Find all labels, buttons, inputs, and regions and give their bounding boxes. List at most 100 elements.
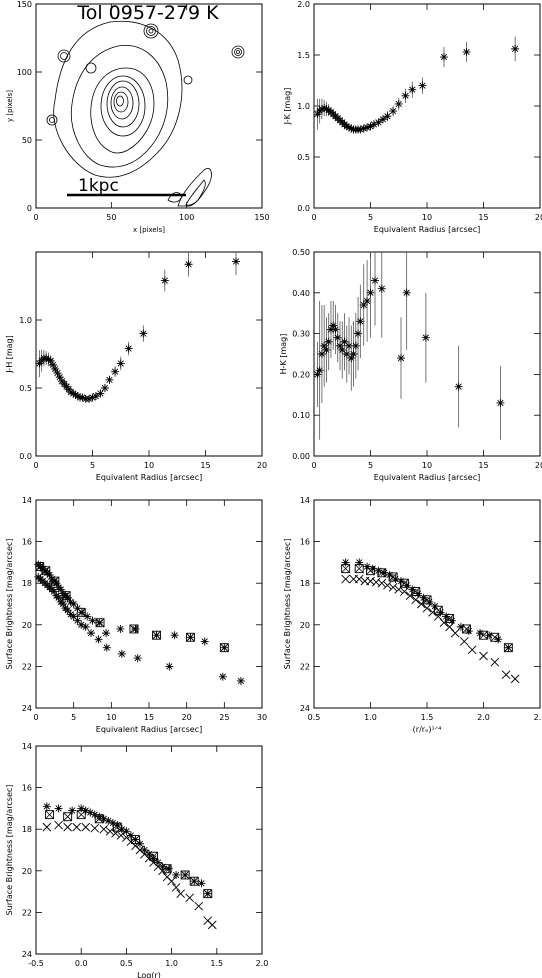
x-axis-label: Equivalent Radius [arcsec] [374, 225, 480, 234]
asterisk-marker [102, 629, 111, 638]
x-marker [116, 831, 126, 840]
asterisk-marker [102, 643, 111, 652]
box-marker-cross [341, 564, 350, 573]
asterisk-marker [345, 123, 354, 132]
asterisk-marker [55, 373, 64, 382]
x-tick-label: 10 [422, 461, 432, 470]
asterisk-marker [419, 593, 428, 602]
y-axis-label: Surface Brightness [mag/arcsec] [283, 539, 292, 670]
asterisk-marker [63, 606, 72, 615]
scale-bar-label: 1kpc [78, 176, 119, 196]
x-marker [439, 618, 449, 628]
box-marker-cross [149, 851, 158, 861]
box-marker-cross [50, 576, 60, 586]
box-marker-cross [434, 605, 443, 615]
asterisk-marker [511, 44, 520, 53]
y-tick-label: 0.00 [292, 452, 310, 461]
contour-level [185, 179, 206, 206]
box-marker [422, 595, 432, 605]
contour-compact-source [231, 45, 245, 59]
y-tick-label: 24 [300, 704, 310, 713]
box-marker-cross [45, 810, 54, 819]
box-marker [354, 564, 364, 574]
asterisk-marker [335, 341, 344, 350]
x-marker [450, 628, 460, 638]
asterisk-marker [331, 325, 340, 334]
y-tick-label: 18 [300, 579, 310, 588]
asterisk-marker [139, 329, 148, 338]
asterisk-marker [78, 393, 87, 402]
asterisk-marker [81, 806, 90, 815]
x-axis-label: Equivalent Radius [arcsec] [96, 473, 202, 482]
asterisk-marker [108, 818, 117, 827]
box-marker-cross [411, 587, 420, 596]
x-tick-label: 2.0 [256, 959, 269, 968]
asterisk-marker [356, 317, 365, 326]
x-tick-label: 10 [106, 713, 116, 722]
y-axis-label: y [pixels] [6, 90, 14, 122]
x-marker [63, 822, 72, 832]
asterisk-marker [456, 622, 465, 631]
asterisk-marker [313, 110, 322, 119]
jh-color-panel: 0 5 10 15 20 0.0 0.5 1.0 Equivalent Radius [arcs… [5, 251, 267, 482]
y-tick-label: 50 [22, 136, 32, 145]
contour-map-panel: Tol 0957-279 K 1kpc [35, 2, 263, 209]
box-marker-cross [131, 835, 140, 844]
asterisk-marker [342, 122, 351, 131]
contour-level [110, 86, 134, 120]
asterisk-marker [86, 629, 95, 638]
y-axis-label: J-K [mag] [283, 88, 292, 126]
box-marker [45, 810, 55, 820]
x-marker [72, 822, 81, 832]
contour-compact-source [234, 48, 242, 56]
box-marker [94, 814, 104, 824]
x-marker [428, 608, 437, 617]
y-tick-label: 1.5 [297, 51, 310, 60]
y-tick-label: 24 [22, 704, 32, 713]
asterisk-marker [454, 382, 463, 391]
asterisk-marker [442, 612, 451, 621]
asterisk-marker [322, 345, 331, 354]
box-marker [462, 624, 471, 634]
box-marker [377, 568, 387, 578]
x-marker [81, 822, 91, 832]
contour-compact-source [60, 52, 68, 60]
asterisk-marker [439, 53, 448, 62]
x-marker [176, 889, 185, 898]
asterisk-marker [117, 649, 126, 658]
contour-compact-source [148, 28, 154, 34]
box-marker [63, 812, 73, 822]
y-tick-label: 16 [22, 538, 32, 547]
box-marker [399, 578, 409, 588]
box-marker [479, 630, 488, 640]
asterisk-marker [140, 846, 149, 854]
asterisk-marker [418, 81, 427, 90]
y-tick-label: 22 [22, 662, 32, 671]
surface-brightness-logr-panel: -0.5 0.0 0.5 1.0 1.5 2.0 14 16 18 20 22 24 Log(r) Sur… [5, 742, 268, 978]
y-tick-label: 0.30 [292, 330, 310, 339]
asterisk-marker [397, 577, 406, 586]
y-axis-label: J-H [mag] [5, 335, 14, 374]
asterisk-marker [355, 558, 364, 567]
asterisk-marker [476, 629, 485, 638]
asterisk-marker [135, 839, 144, 848]
asterisk-marker [126, 831, 135, 840]
asterisk-marker [96, 389, 105, 398]
x-tick-label: 0 [311, 213, 316, 222]
asterisk-marker [52, 579, 61, 588]
asterisk-marker [326, 325, 335, 334]
box-marker-cross [479, 630, 488, 640]
x-marker [111, 829, 120, 838]
asterisk-marker [158, 862, 167, 871]
box-marker-cross [504, 643, 513, 652]
x-tick-label: 5 [368, 213, 373, 222]
asterisk-marker [338, 345, 347, 354]
asterisk-marker [363, 296, 372, 305]
y-tick-label: 0.0 [297, 204, 310, 213]
asterisk-marker [366, 122, 375, 131]
asterisk-marker [77, 608, 86, 617]
x-marker [459, 637, 469, 646]
asterisk-marker [95, 618, 104, 627]
box-marker-cross [445, 614, 454, 623]
contour-compact-source [143, 23, 159, 39]
